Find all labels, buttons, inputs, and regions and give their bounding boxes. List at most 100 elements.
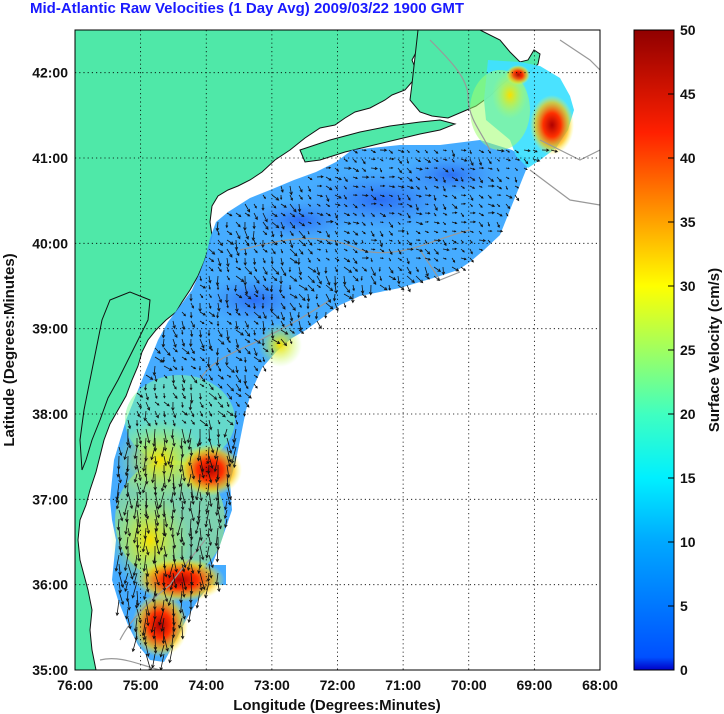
velocity-arrow <box>135 419 139 427</box>
velocity-arrow <box>505 194 513 199</box>
velocity-arrow <box>352 248 358 254</box>
velocity-arrow <box>478 149 485 153</box>
velocity-arrow <box>181 329 184 335</box>
colorbar-tick-label: 40 <box>680 150 696 166</box>
velocity-arrow <box>225 356 229 366</box>
velocity-arrow <box>235 374 242 384</box>
velocity-arrow <box>379 257 384 260</box>
velocity-arrow <box>181 383 185 392</box>
velocity-arrow <box>298 221 306 227</box>
velocity-arrow <box>289 311 294 322</box>
slow-core-2 <box>205 275 305 325</box>
velocity-arrow <box>217 410 226 418</box>
velocity-arrow <box>334 185 338 190</box>
velocity-arrow <box>379 239 383 248</box>
velocity-arrow <box>244 401 250 408</box>
velocity-arrow <box>176 518 183 537</box>
velocity-arrow <box>270 257 274 265</box>
velocity-arrow <box>307 239 313 246</box>
velocity-arrow <box>199 527 203 542</box>
velocity-arrow <box>343 203 348 208</box>
velocity-arrow <box>433 230 439 234</box>
velocity-arrow <box>244 338 251 343</box>
velocity-arrow <box>514 185 520 189</box>
velocity-arrow <box>316 248 322 251</box>
velocity-arrow <box>433 158 439 162</box>
velocity-arrow <box>172 365 178 370</box>
velocity-arrow <box>235 419 239 425</box>
velocity-arrow <box>343 230 351 234</box>
velocity-arrow <box>261 203 265 211</box>
velocity-arrow <box>343 166 352 170</box>
velocity-field <box>110 140 530 662</box>
velocity-arrow <box>142 626 147 641</box>
velocity-arrow <box>307 203 312 207</box>
velocity-arrow <box>172 572 178 589</box>
velocity-arrow <box>361 158 366 165</box>
velocity-arrow <box>170 428 175 439</box>
velocity-arrow <box>360 284 365 295</box>
velocity-arrow <box>123 473 129 489</box>
velocity-arrow <box>279 275 283 285</box>
velocity-arrow <box>388 175 396 179</box>
velocity-arrow <box>415 275 424 284</box>
velocity-arrow <box>163 509 169 528</box>
velocity-arrow <box>150 446 156 461</box>
y-tick-label: 37:00 <box>32 491 68 507</box>
velocity-arrow <box>215 545 220 563</box>
velocity-arrow <box>172 338 177 348</box>
velocity-arrow <box>143 410 147 422</box>
velocity-arrow <box>478 166 485 170</box>
x-tick-label: 75:00 <box>123 677 159 693</box>
velocity-arrow <box>370 238 378 242</box>
velocity-arrow <box>325 176 332 181</box>
velocity-arrow <box>406 167 412 174</box>
velocity-arrow <box>127 419 132 430</box>
velocity-arrow <box>415 248 424 252</box>
velocity-arrow <box>514 194 520 202</box>
velocity-arrow <box>181 347 190 355</box>
velocity-arrow <box>225 221 229 229</box>
velocity-arrow <box>181 428 187 445</box>
velocity-arrow <box>172 347 178 353</box>
velocity-arrow <box>496 158 500 162</box>
velocity-arrow <box>442 230 448 233</box>
velocity-arrow <box>271 203 277 209</box>
velocity-arrow <box>217 491 221 511</box>
velocity-arrow <box>307 266 317 273</box>
velocity-arrow <box>307 194 312 200</box>
velocity-arrow <box>261 338 265 347</box>
slow-core-4 <box>250 200 350 240</box>
velocity-arrow <box>424 248 431 255</box>
velocity-arrow <box>298 302 302 309</box>
velocity-arrow <box>127 599 131 611</box>
velocity-arrow <box>289 257 298 264</box>
velocity-arrow <box>234 284 238 293</box>
velocity-arrow <box>460 257 467 261</box>
velocity-arrow <box>235 248 240 257</box>
velocity-arrow <box>406 149 410 154</box>
velocity-arrow <box>478 230 482 235</box>
velocity-arrow <box>424 203 429 206</box>
velocity-arrow <box>442 248 450 252</box>
velocity-arrow <box>424 211 431 215</box>
velocity-arrow <box>415 230 421 235</box>
y-tick-label: 42:00 <box>32 65 68 81</box>
velocity-arrow <box>505 203 511 210</box>
velocity-arrow <box>487 230 493 233</box>
y-tick-label: 40:00 <box>32 235 68 251</box>
velocity-arrow <box>163 410 167 418</box>
velocity-arrow <box>158 491 165 509</box>
velocity-arrow <box>235 302 239 313</box>
velocity-arrow <box>424 185 428 191</box>
velocity-arrow <box>424 239 428 244</box>
velocity-arrow <box>235 392 242 397</box>
velocity-arrow <box>169 455 174 469</box>
colorbar-tick-label: 45 <box>680 86 696 102</box>
jet-red-1 <box>178 444 242 496</box>
velocity-arrow <box>199 347 206 351</box>
velocity-arrow <box>415 212 423 216</box>
velocity-arrow <box>180 626 185 640</box>
velocity-arrow <box>451 185 457 188</box>
